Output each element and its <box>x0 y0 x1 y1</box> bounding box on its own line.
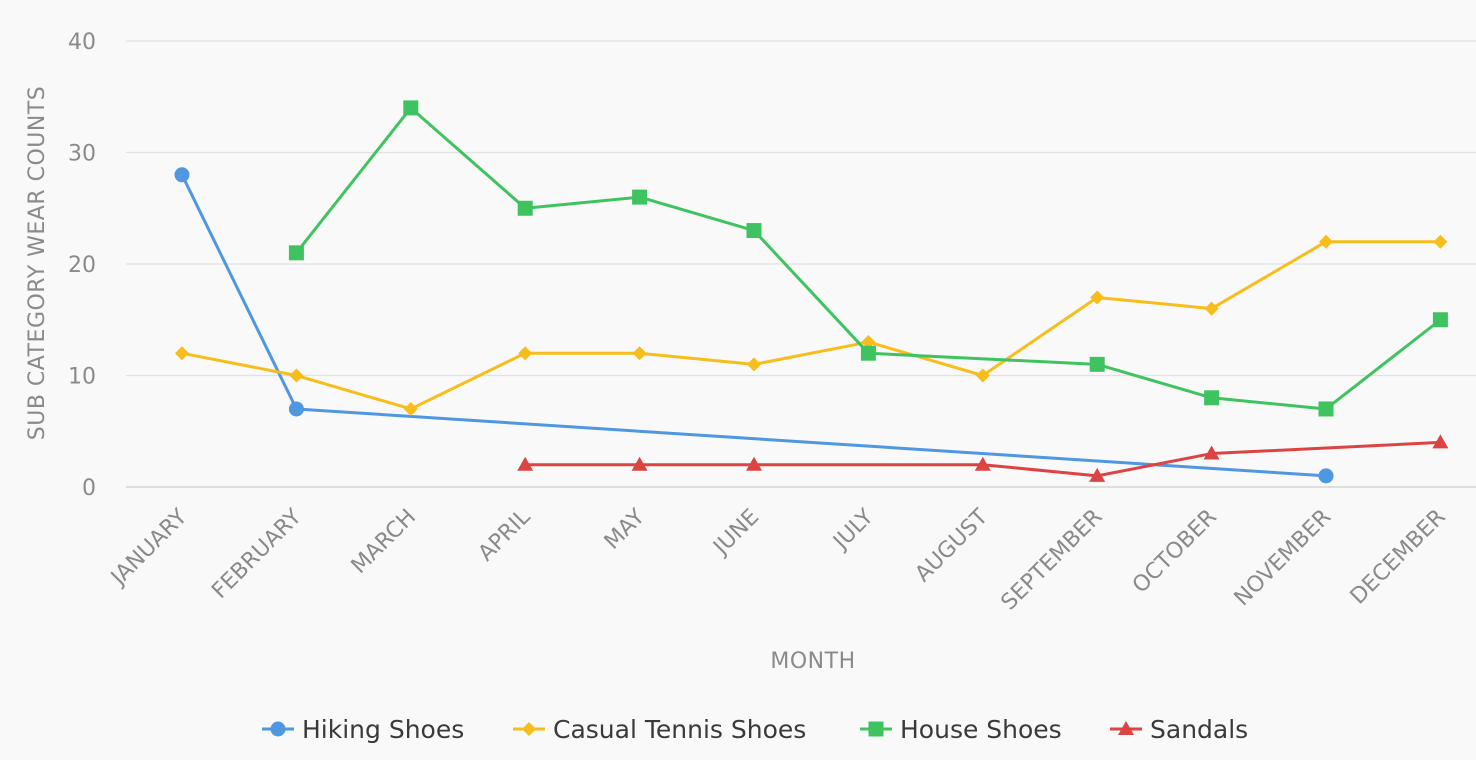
data-point-sandals <box>746 456 762 471</box>
y-tick-label: 20 <box>68 253 96 278</box>
x-tick-label: NOVEMBER <box>1230 505 1336 611</box>
data-point-hiking-shoes <box>288 401 304 417</box>
y-axis-ticks: 0 10 20 30 40 <box>68 30 96 501</box>
data-point-casual-tennis-shoes <box>175 346 189 361</box>
legend-label: Sandals <box>1150 715 1248 744</box>
legend-marker-hiking-shoes <box>270 721 286 737</box>
legend-label: House Shoes <box>900 715 1062 744</box>
legend-item-house-shoes[interactable]: House Shoes <box>860 715 1062 744</box>
y-tick-label: 0 <box>82 476 96 501</box>
x-tick-label: MAY <box>600 504 650 554</box>
y-tick-label: 30 <box>68 142 96 167</box>
data-point-house-shoes <box>1432 312 1448 328</box>
legend-item-casual-tennis-shoes[interactable]: Casual Tennis Shoes <box>513 715 806 744</box>
legend-item-hiking-shoes[interactable]: Hiking Shoes <box>262 715 464 744</box>
series-line-hiking-shoes <box>180 173 1328 478</box>
legend: Hiking Shoes Casual Tennis Shoes House Sho… <box>262 715 1248 744</box>
x-tick-label: DECEMBER <box>1346 505 1451 610</box>
data-point-sandals <box>517 456 534 471</box>
data-point-hiking-shoes <box>174 167 190 183</box>
data-point-casual-tennis-shoes <box>289 368 304 383</box>
gridlines <box>126 40 1476 488</box>
data-point-house-shoes <box>746 223 762 239</box>
data-point-casual-tennis-shoes <box>1090 290 1105 305</box>
x-axis-title: MONTH <box>770 649 855 674</box>
data-point-house-shoes <box>1318 401 1334 417</box>
data-point-house-shoes <box>517 200 533 216</box>
legend-marker-house-shoes <box>868 721 884 737</box>
x-tick-label: JUNE <box>708 505 765 562</box>
y-tick-label: 40 <box>68 30 96 55</box>
x-axis-ticks: JANUARY FEBRUARY MARCH APRIL MAY JUNE JULY AUGU… <box>105 504 1450 615</box>
y-axis-title: SUB CATEGORY WEAR COUNTS <box>25 86 50 441</box>
data-point-house-shoes <box>860 345 876 361</box>
data-point-sandals <box>1432 434 1449 449</box>
series-hiking-shoes <box>174 167 1334 484</box>
data-point-house-shoes <box>403 100 419 116</box>
legend-item-sandals[interactable]: Sandals <box>1110 715 1248 744</box>
legend-marker-casual-tennis-shoes <box>522 722 536 736</box>
data-point-casual-tennis-shoes <box>632 346 647 361</box>
x-tick-label: APRIL <box>474 504 536 566</box>
x-tick-label: FEBRUARY <box>207 504 307 604</box>
data-point-sandals <box>1203 445 1220 460</box>
data-point-sandals <box>631 456 648 471</box>
data-point-house-shoes <box>1089 356 1105 372</box>
data-point-casual-tennis-shoes <box>747 357 761 372</box>
data-point-hiking-shoes <box>1318 468 1334 484</box>
data-point-casual-tennis-shoes <box>1204 301 1219 316</box>
legend-label: Casual Tennis Shoes <box>553 715 806 744</box>
y-tick-label: 10 <box>68 365 96 390</box>
data-point-casual-tennis-shoes <box>518 346 533 361</box>
data-point-house-shoes <box>288 245 304 261</box>
data-point-sandals <box>974 456 991 471</box>
data-point-casual-tennis-shoes <box>861 335 876 350</box>
data-point-house-shoes <box>632 189 648 205</box>
series-group <box>174 100 1449 484</box>
x-tick-label: MARCH <box>347 505 421 579</box>
legend-label: Hiking Shoes <box>302 715 464 744</box>
data-point-house-shoes <box>1204 390 1220 406</box>
x-tick-label: OCTOBER <box>1128 505 1222 599</box>
series-house-shoes <box>288 100 1448 417</box>
series-line-casual-tennis-shoes <box>180 240 1442 411</box>
series-line-house-shoes <box>294 106 1442 411</box>
data-point-casual-tennis-shoes <box>1433 234 1448 249</box>
x-tick-label: JANUARY <box>105 504 192 591</box>
x-tick-label: SEPTEMBER <box>997 505 1108 616</box>
data-point-sandals <box>1089 467 1106 482</box>
data-point-casual-tennis-shoes <box>403 401 418 416</box>
data-point-casual-tennis-shoes <box>975 368 990 383</box>
x-tick-label: AUGUST <box>911 504 994 587</box>
series-sandals <box>517 434 1449 482</box>
legend-marker-sandals <box>1118 721 1134 735</box>
data-point-casual-tennis-shoes <box>1319 234 1333 249</box>
x-tick-label: JULY <box>827 504 879 556</box>
series-casual-tennis-shoes <box>175 234 1448 416</box>
